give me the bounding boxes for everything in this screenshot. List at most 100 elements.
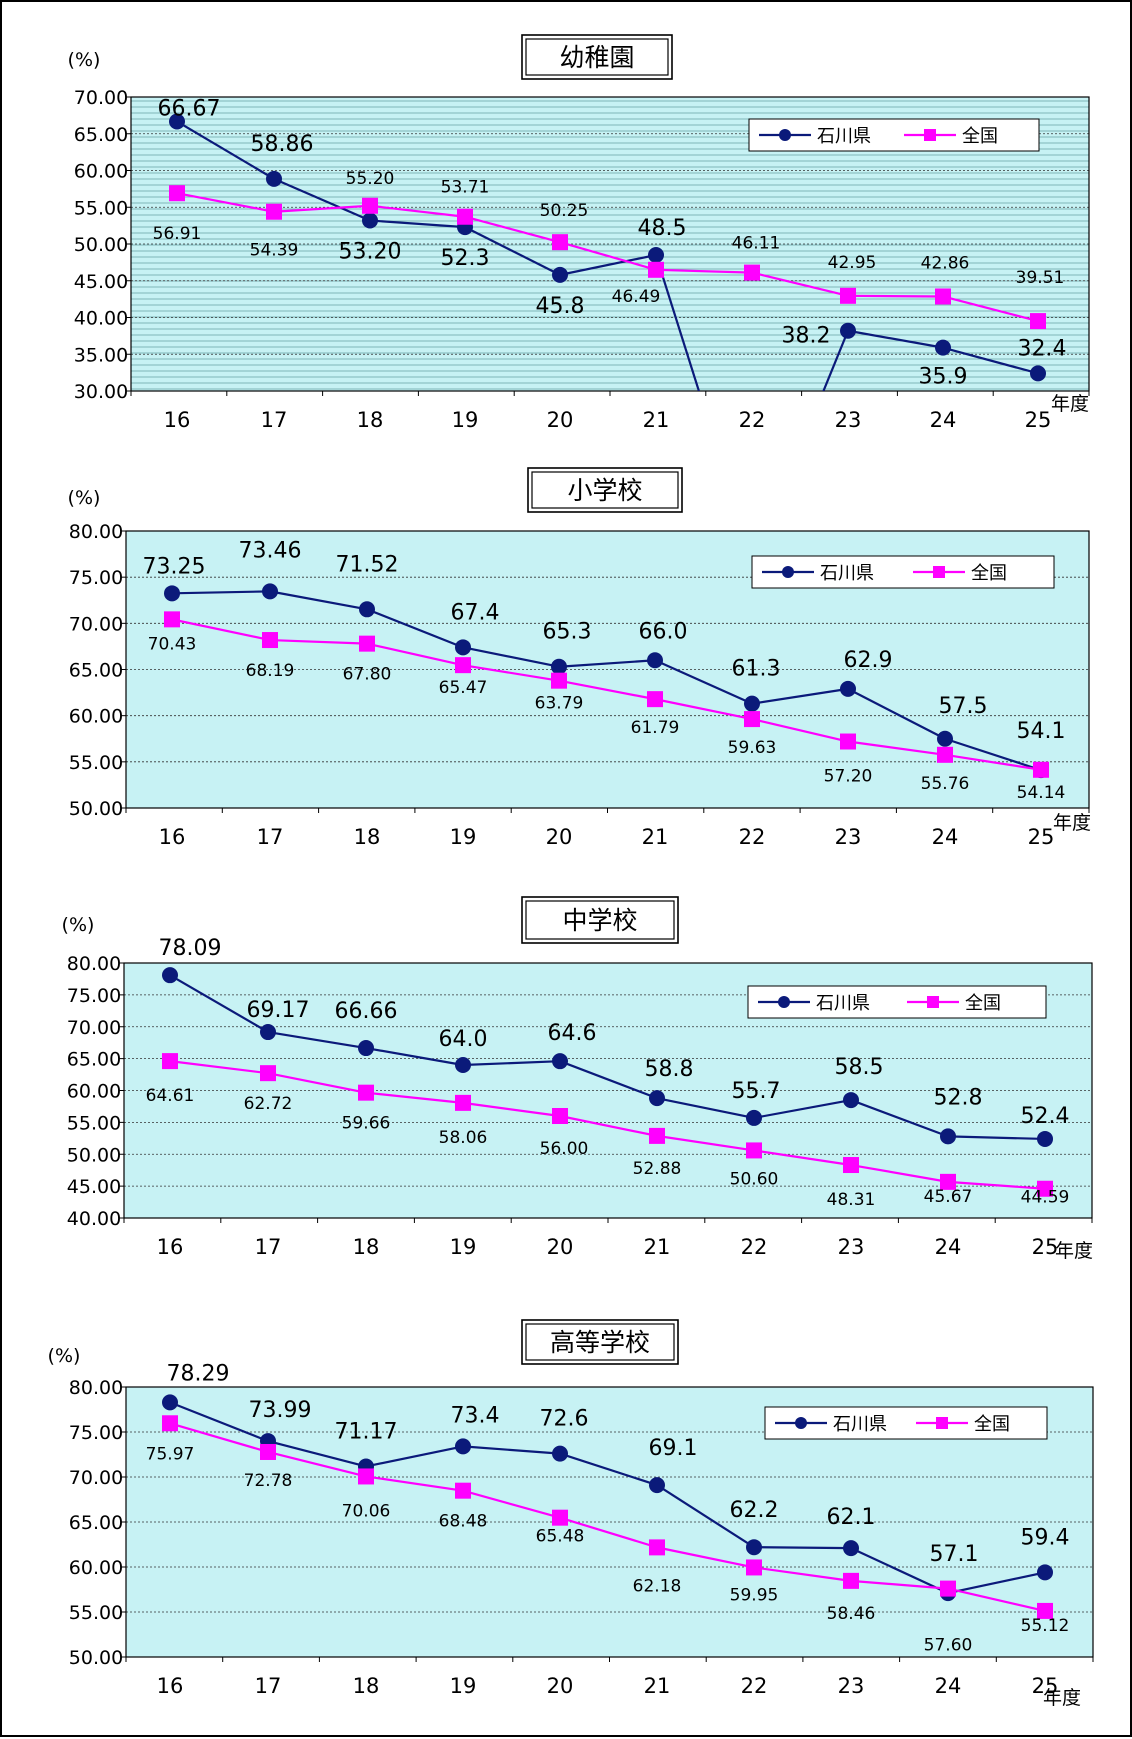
legend-marker [936, 1417, 948, 1429]
x-tick-label: 16 [157, 1235, 184, 1259]
series-line-segment [169, 1401, 269, 1443]
x-tick-label: 19 [452, 408, 479, 432]
y-tick-label: 75.00 [69, 567, 123, 589]
data-point [266, 203, 282, 220]
data-label: 62.2 [730, 1498, 779, 1523]
y-tick-label: 65.00 [67, 1049, 121, 1071]
y-tick-label: 40.00 [74, 308, 128, 330]
data-point [362, 197, 378, 214]
data-point [840, 322, 856, 339]
series-line-segment [847, 740, 946, 756]
data-point [840, 733, 856, 750]
x-tick-label: 20 [547, 408, 574, 432]
x-tick-label: 17 [255, 1235, 282, 1259]
series-1 [176, 120, 1039, 391]
series-line-segment [947, 1571, 1046, 1595]
series-line-segment [559, 1516, 658, 1549]
series-line-segment [559, 1060, 658, 1100]
series-line-segment [464, 215, 561, 244]
y-tick-label: 45.00 [67, 1176, 121, 1198]
data-label: 55.76 [921, 774, 970, 794]
data-point [358, 1468, 374, 1485]
x-tick-label: 18 [353, 1235, 380, 1259]
data-point [940, 1580, 956, 1597]
data-label: 71.52 [336, 552, 399, 577]
legend-marker [778, 996, 790, 1008]
data-point [358, 1084, 374, 1101]
series-line-segment [273, 177, 371, 222]
data-label: 58.06 [439, 1128, 488, 1148]
x-tick-label: 22 [741, 1674, 768, 1698]
series-line-segment [944, 753, 1042, 771]
series-line-segment [753, 1566, 852, 1582]
series-line-segment [462, 1101, 561, 1118]
x-tick-label: 25 [1032, 1674, 1059, 1698]
y-tick-label: 80.00 [67, 953, 121, 975]
x-tick-label: 21 [644, 1235, 671, 1259]
series-line-segment [365, 1091, 464, 1104]
title-box-inner [525, 38, 669, 76]
data-point [260, 1065, 276, 1082]
y-axis-label: (%) [68, 49, 101, 71]
chart-3: 80.00 75.00 70.00 65.00 60.00 55.00 50.00 45.00… [62, 896, 1093, 1262]
y-tick-label: 60.00 [67, 1081, 121, 1103]
data-point [551, 658, 567, 675]
y-tick-label: 65.00 [69, 1512, 123, 1534]
x-tick-label: 23 [838, 1235, 865, 1259]
data-label: 54.39 [250, 241, 299, 261]
data-point [744, 264, 760, 281]
chart-title: 中学校 [562, 906, 637, 935]
data-label: 62.18 [633, 1576, 682, 1596]
series-1 [171, 590, 1042, 772]
series-line-segment [751, 687, 849, 705]
data-point [1030, 365, 1046, 382]
data-label: 54.14 [1017, 783, 1066, 803]
series-line-segment [462, 1489, 561, 1519]
series-1 [169, 974, 1046, 1141]
x-tick-label: 16 [164, 408, 191, 432]
data-point [744, 711, 760, 728]
x-tick-label: 19 [450, 1235, 477, 1259]
y-tick-label: 70.00 [69, 1467, 123, 1489]
series-line-segment [267, 1030, 367, 1050]
data-label: 46.49 [612, 287, 661, 307]
x-tick-label: 18 [354, 825, 381, 849]
data-label: 59.66 [342, 1114, 391, 1134]
data-point [1037, 1180, 1053, 1197]
series-line-segment [850, 1163, 949, 1183]
series-2 [169, 1060, 1046, 1190]
series-line-segment [944, 737, 1042, 772]
legend-label: 全国 [974, 1414, 1010, 1435]
data-point [840, 680, 856, 697]
data-point [746, 1109, 762, 1126]
y-tick-label: 60.00 [74, 161, 128, 183]
data-label: 46.11 [732, 234, 781, 254]
data-point [455, 639, 471, 656]
data-label: 42.95 [828, 253, 877, 273]
x-tick-label: 19 [450, 825, 477, 849]
x-tick-label: 25 [1025, 408, 1052, 432]
data-label: 56.00 [540, 1139, 589, 1159]
data-label: 58.46 [827, 1604, 876, 1624]
chart-4: 80.00 75.00 70.00 65.00 60.00 55.00 50.00 16 17 1… [48, 1319, 1094, 1709]
y-tick-label: 30.00 [74, 381, 128, 403]
data-label: 62.72 [244, 1094, 293, 1114]
data-point [552, 1053, 568, 1070]
data-label: 69.1 [649, 1436, 698, 1461]
data-point [552, 234, 568, 251]
y-tick-label: 80.00 [69, 1377, 123, 1399]
series-line-segment [169, 974, 269, 1033]
y-tick-label: 55.00 [67, 1112, 121, 1134]
series-line-segment [656, 1134, 755, 1152]
series-line-segment [366, 642, 464, 667]
y-tick-label: 55.00 [74, 197, 128, 219]
data-label: 32.4 [1018, 336, 1067, 361]
x-tick-label: 24 [935, 1235, 962, 1259]
data-label: 72.78 [244, 1471, 293, 1491]
data-label: 73.25 [143, 554, 206, 579]
data-point [162, 1415, 178, 1432]
data-point [843, 1572, 859, 1589]
data-point [455, 1094, 471, 1111]
data-label: 53.71 [441, 178, 490, 198]
series-line-segment [847, 294, 944, 298]
